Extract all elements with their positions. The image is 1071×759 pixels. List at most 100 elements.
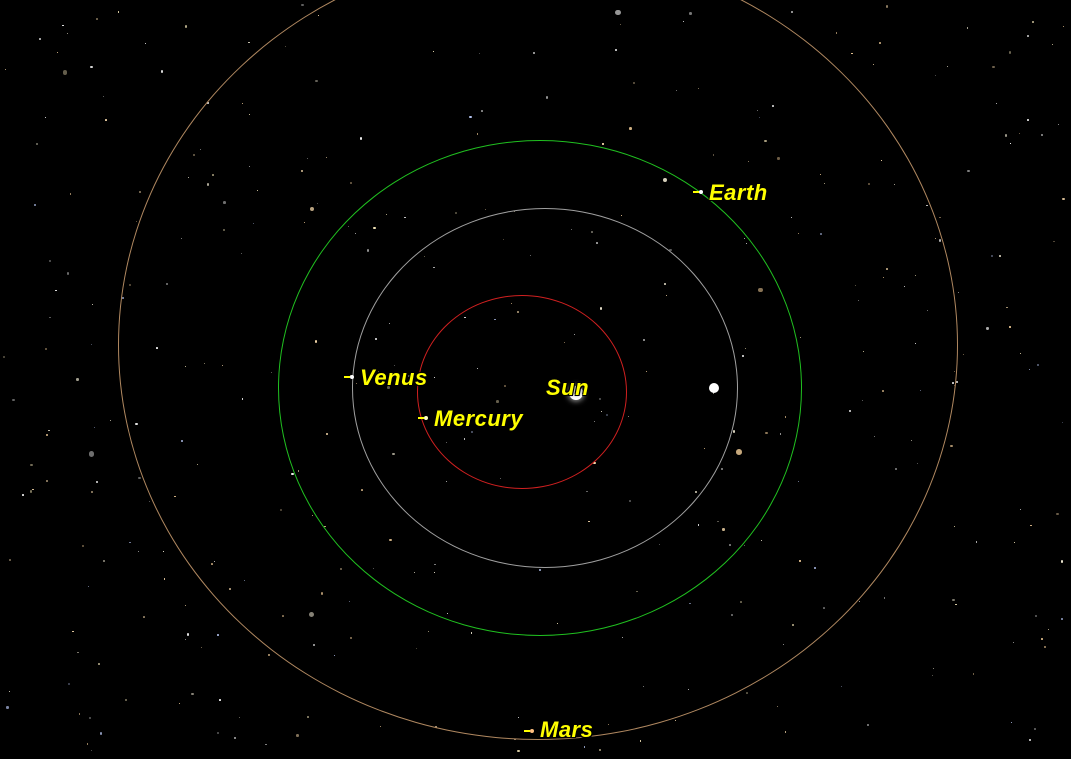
background-star (30, 464, 33, 467)
background-star (1048, 629, 1049, 630)
background-star (39, 38, 41, 40)
background-star (5, 69, 6, 70)
background-star (954, 526, 955, 527)
background-star (1056, 513, 1058, 515)
background-star (98, 663, 100, 665)
background-star (886, 5, 888, 7)
background-star (1009, 51, 1011, 53)
mercury-label: Mercury (434, 406, 523, 432)
background-star (68, 683, 70, 685)
background-star (70, 193, 72, 195)
background-star (45, 117, 46, 118)
background-star (1041, 638, 1043, 640)
background-star (584, 746, 586, 748)
background-star (9, 691, 10, 692)
background-star (94, 427, 95, 428)
background-star (187, 633, 190, 636)
background-star (22, 494, 24, 496)
background-star (1014, 542, 1015, 543)
mars-label: Mars (540, 717, 593, 743)
background-star (185, 605, 186, 606)
background-star (675, 720, 676, 721)
background-star (932, 675, 933, 676)
mercury-body (424, 416, 428, 420)
background-star (1037, 364, 1039, 366)
mars-body (530, 729, 534, 733)
background-star (836, 32, 837, 33)
background-star (91, 344, 92, 345)
background-star (36, 143, 38, 145)
background-star (1044, 646, 1046, 648)
background-star (76, 378, 78, 380)
background-star (777, 706, 778, 707)
background-star (1029, 739, 1031, 741)
background-star (1035, 615, 1038, 618)
venus-body (350, 375, 354, 379)
background-star (1020, 353, 1021, 354)
background-star (34, 204, 36, 206)
background-star (110, 420, 111, 421)
background-star (1009, 326, 1011, 328)
background-star (136, 221, 137, 222)
background-star (1011, 722, 1012, 723)
background-star (90, 66, 93, 69)
background-star (301, 4, 303, 6)
background-star (1029, 369, 1030, 370)
background-star (79, 713, 80, 714)
background-star (268, 654, 269, 655)
background-star (933, 668, 934, 669)
background-star (6, 706, 8, 708)
background-star (67, 33, 68, 34)
background-star (1061, 618, 1063, 620)
background-star (599, 749, 601, 751)
background-star (947, 66, 948, 67)
background-star (89, 451, 94, 456)
background-star (92, 304, 93, 305)
background-star (3, 356, 5, 358)
background-star (89, 717, 91, 719)
background-star (149, 501, 150, 502)
background-star (32, 489, 34, 491)
background-star (1030, 525, 1031, 526)
background-star (1005, 134, 1007, 136)
background-star (129, 542, 131, 544)
background-star (791, 11, 793, 13)
background-star (87, 743, 89, 745)
background-star (935, 75, 937, 77)
background-star (991, 255, 994, 258)
background-star (1058, 124, 1059, 125)
background-star (67, 272, 70, 275)
background-star (139, 191, 141, 193)
background-star (55, 290, 57, 292)
background-star (163, 551, 164, 552)
background-star (996, 103, 997, 104)
background-star (1006, 307, 1007, 308)
background-star (986, 327, 988, 329)
background-star (307, 716, 309, 718)
background-star (939, 217, 940, 218)
background-star (91, 750, 93, 752)
background-star (164, 578, 166, 580)
background-star (967, 27, 968, 28)
background-star (100, 732, 102, 734)
background-star (191, 693, 193, 695)
background-star (999, 255, 1001, 257)
background-star (72, 631, 73, 632)
background-star (145, 43, 146, 44)
earth-label: Earth (709, 180, 768, 206)
background-star (1062, 422, 1063, 423)
background-star (992, 66, 994, 68)
background-star (179, 703, 180, 704)
background-star (63, 70, 67, 74)
background-star (380, 726, 381, 727)
background-star (105, 119, 107, 121)
background-star (138, 551, 139, 552)
background-star (1062, 198, 1064, 200)
background-star (161, 70, 163, 72)
background-star (143, 616, 145, 618)
background-star (958, 292, 959, 293)
background-star (103, 96, 104, 97)
background-star (48, 430, 50, 432)
background-star (1020, 509, 1021, 510)
background-star (841, 686, 842, 687)
